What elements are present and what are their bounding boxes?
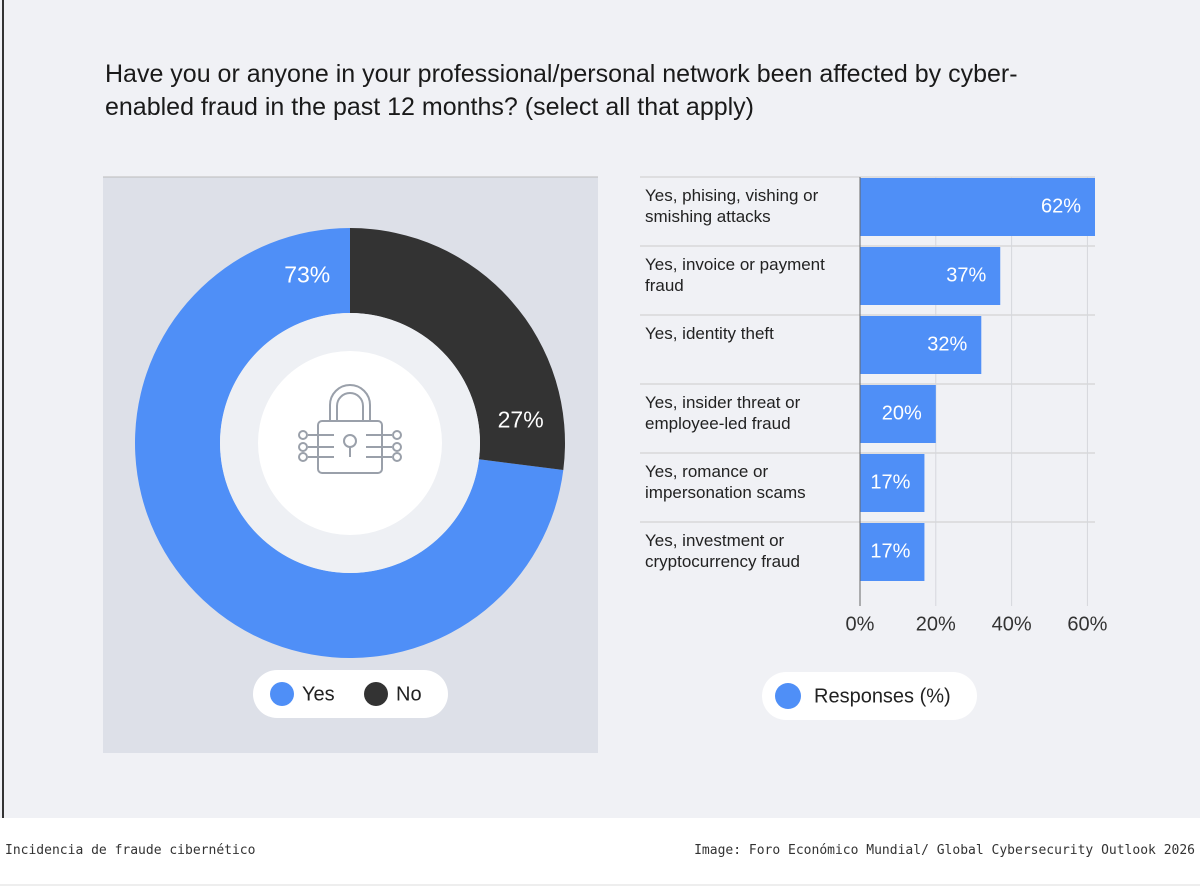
bar-value-label: 37%: [946, 264, 986, 286]
bar-value-label: 62%: [1041, 195, 1081, 217]
bar: [860, 316, 982, 374]
bar: [860, 523, 925, 581]
bar: [860, 247, 1001, 305]
lock-shackle: [329, 384, 371, 421]
bar: [860, 178, 1095, 236]
bar-value-label: 17%: [870, 471, 910, 493]
legend-swatch: [364, 682, 388, 706]
circuit-node: [298, 430, 308, 440]
lock-shackle-inner: [336, 392, 364, 421]
caption: Incidencia de fraude cibernético: [5, 843, 256, 858]
category-label: Yes, insider threat or employee-led frau…: [645, 393, 801, 433]
category-label: Yes, investment or cryptocurrency fraud: [645, 531, 800, 571]
bar-value-label: 32%: [927, 333, 967, 355]
donut-value-label: 73%: [284, 261, 330, 287]
icon-disc: [258, 351, 442, 535]
bar-value-label: 17%: [870, 540, 910, 562]
legend-box: [253, 670, 448, 718]
legend-label: No: [396, 683, 422, 705]
category-label: Yes, phising, vishing or smishing attack…: [645, 186, 819, 226]
donut-segment: [135, 228, 564, 658]
legend-box: [762, 672, 977, 720]
x-tick-label: 20%: [916, 613, 956, 635]
circuit-node: [392, 430, 402, 440]
legend-label: Responses (%): [814, 685, 951, 707]
x-tick-label: 60%: [1067, 613, 1107, 635]
bar: [860, 454, 925, 512]
legend-swatch: [270, 682, 294, 706]
legend-swatch: [775, 683, 801, 709]
bar-value-label: 20%: [882, 402, 922, 424]
x-tick-label: 0%: [846, 613, 875, 635]
x-tick-label: 40%: [992, 613, 1032, 635]
donut-segment: [350, 228, 566, 470]
circuit-node: [392, 442, 402, 452]
circuit-node: [392, 452, 402, 462]
category-label: Yes, identity theft: [645, 324, 774, 343]
title: Have you or anyone in your professional/…: [105, 60, 1018, 121]
bar: [860, 385, 936, 443]
circuit-node: [298, 452, 308, 462]
source: Image: Foro Económico Mundial/ Global Cy…: [694, 843, 1195, 858]
category-label: Yes, romance or impersonation scams: [645, 462, 806, 502]
left-rule: [2, 0, 4, 818]
category-label: Yes, invoice or payment fraud: [645, 255, 825, 295]
donut-value-label: 27%: [498, 407, 544, 433]
legend-label: Yes: [302, 683, 335, 705]
lock-icon: [298, 384, 402, 474]
circuit-node: [298, 442, 308, 452]
